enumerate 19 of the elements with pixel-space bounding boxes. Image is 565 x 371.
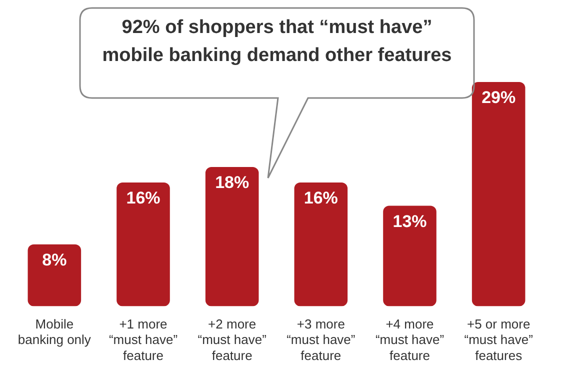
bar <box>28 244 82 306</box>
data-label: 8% <box>42 250 67 270</box>
x-tick-label: +4 more “must have” feature <box>375 316 444 363</box>
bar <box>116 182 170 306</box>
x-tick-label: +3 more “must have” feature <box>286 316 356 363</box>
data-label: 13% <box>392 212 427 231</box>
bar <box>472 82 526 306</box>
bar <box>294 182 348 306</box>
x-tick-label: Mobile banking only <box>18 316 92 348</box>
x-tick-label: +5 or more “must have” features <box>464 316 533 363</box>
bar <box>205 167 259 306</box>
x-tick-label: +2 more “must have” feature <box>198 316 266 363</box>
data-label: 16% <box>126 188 160 208</box>
data-label: 18% <box>215 173 250 192</box>
bar <box>383 206 436 306</box>
chart-title: 92% of shoppers that “must have” mobile banking demand other features <box>101 16 453 68</box>
x-tick-label: +1 more “must have” feature <box>108 316 178 363</box>
data-label: 29% <box>482 88 516 108</box>
data-label: 16% <box>304 188 338 208</box>
